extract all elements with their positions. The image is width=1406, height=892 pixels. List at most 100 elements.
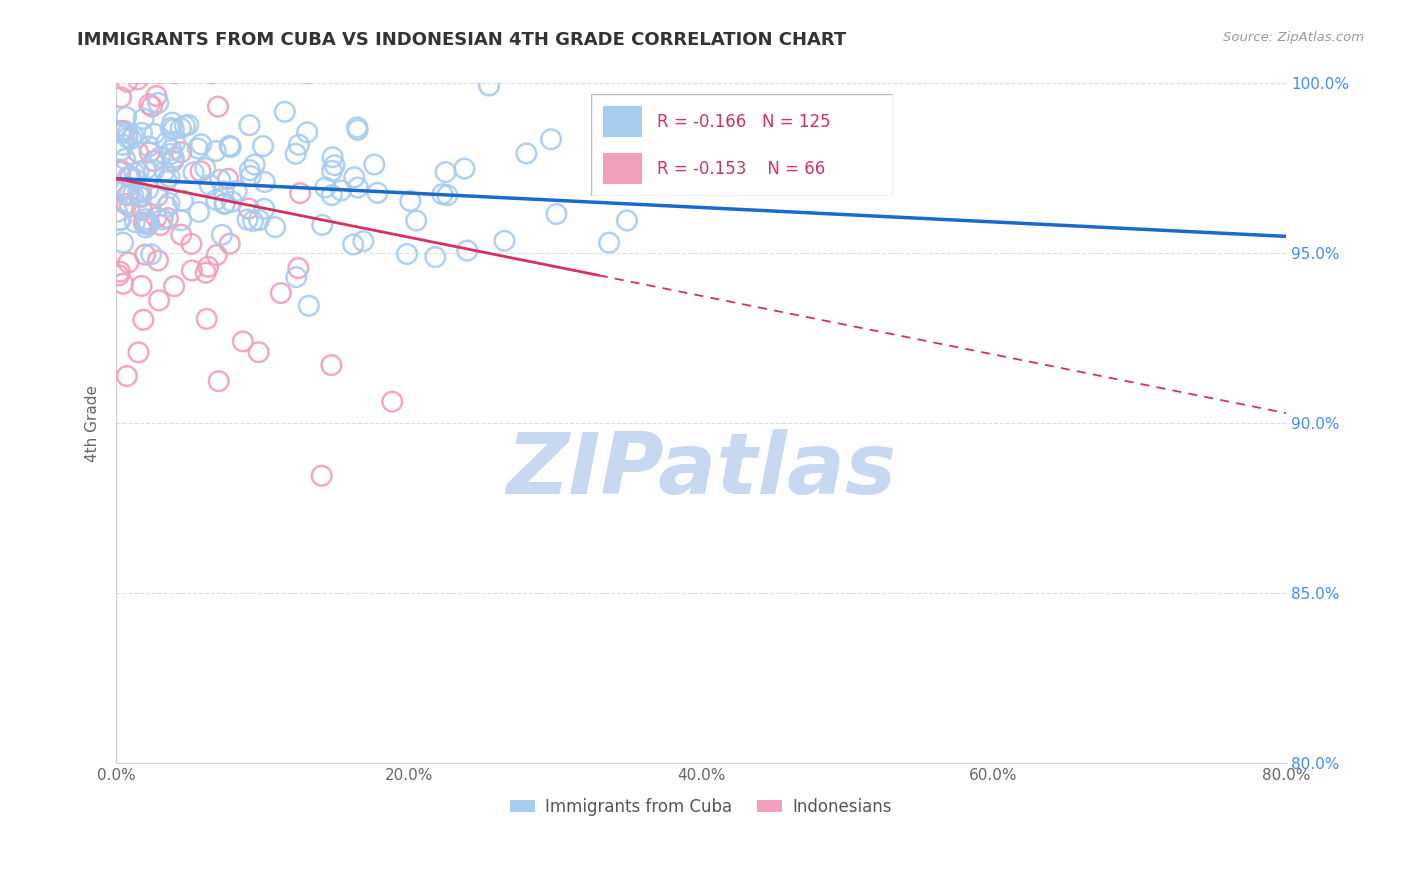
Point (347, 180, 370, 194)
Point (141, 99, 163, 113)
Point (131, 279, 153, 293)
Point (112, 137, 135, 152)
Point (194, 161, 217, 175)
Point (120, 131, 142, 145)
Point (127, 165, 149, 179)
Point (124, 215, 146, 229)
Point (242, 214, 264, 228)
Point (436, 188, 458, 202)
Point (253, 202, 276, 216)
Point (124, 166, 146, 180)
Point (218, 236, 240, 251)
Point (131, 202, 153, 217)
Point (330, 183, 353, 197)
Point (405, 213, 427, 227)
Point (323, 158, 346, 172)
Point (295, 125, 318, 139)
Bar (603, 153, 643, 184)
Point (177, 118, 200, 132)
Point (453, 161, 475, 176)
Point (135, 220, 157, 235)
Point (143, 163, 166, 178)
Point (122, 128, 145, 143)
Point (205, 193, 228, 207)
Point (157, 169, 180, 184)
Legend: Immigrants from Cuba, Indonesians: Immigrants from Cuba, Indonesians (503, 791, 898, 822)
Point (314, 180, 336, 194)
Point (434, 165, 457, 179)
Point (274, 104, 297, 119)
Point (352, 234, 374, 248)
Point (141, 247, 163, 261)
Point (197, 260, 219, 274)
Point (616, 213, 638, 227)
Point (122, 187, 145, 202)
Point (143, 127, 166, 141)
Point (297, 66, 319, 80)
Point (239, 163, 262, 178)
Point (540, 132, 562, 146)
Point (321, 164, 343, 178)
Point (221, 194, 243, 209)
Point (366, 186, 388, 200)
Point (209, 173, 232, 187)
Point (138, 215, 160, 229)
Point (115, 110, 138, 124)
Point (108, 265, 131, 279)
Point (180, 263, 202, 277)
Point (135, 161, 157, 176)
Point (243, 157, 266, 171)
Point (118, 199, 141, 213)
Point (115, 75, 138, 89)
Point (217, 171, 239, 186)
Point (111, 277, 134, 291)
Point (146, 189, 169, 203)
Point (284, 146, 307, 161)
Point (110, 162, 132, 177)
Point (127, 72, 149, 87)
Point (148, 66, 170, 80)
Point (117, 188, 139, 202)
Point (456, 244, 478, 258)
Point (211, 227, 233, 242)
Point (110, 90, 132, 104)
Point (285, 270, 308, 285)
Point (146, 253, 169, 268)
Point (322, 150, 344, 164)
Point (399, 194, 422, 208)
Point (131, 126, 153, 140)
Point (598, 235, 620, 250)
Point (343, 170, 366, 185)
Point (105, 204, 128, 219)
Point (188, 205, 211, 219)
Point (195, 312, 218, 326)
Point (546, 207, 568, 221)
Point (238, 118, 260, 132)
Point (125, 66, 148, 80)
Point (321, 358, 343, 372)
Point (190, 137, 212, 152)
Point (160, 143, 183, 157)
Point (108, 213, 131, 227)
Point (183, 165, 205, 179)
Point (288, 137, 311, 152)
Point (432, 187, 454, 202)
Point (170, 213, 193, 227)
Point (162, 153, 184, 168)
Point (128, 189, 150, 203)
Point (135, 217, 157, 231)
Point (194, 266, 217, 280)
Text: R = -0.166   N = 125: R = -0.166 N = 125 (657, 113, 831, 131)
Point (204, 144, 226, 158)
Point (214, 197, 236, 211)
Point (127, 145, 149, 160)
Point (138, 139, 160, 153)
Point (270, 286, 292, 301)
Point (135, 212, 157, 227)
Point (395, 247, 418, 261)
Point (163, 279, 186, 293)
Point (207, 100, 229, 114)
Point (108, 126, 131, 140)
Point (170, 227, 193, 242)
Point (108, 268, 131, 283)
